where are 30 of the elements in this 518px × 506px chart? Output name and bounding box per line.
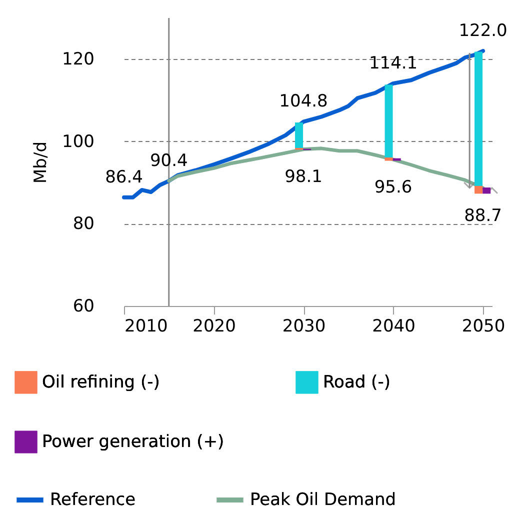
x-tick-label: 2030 (282, 316, 326, 336)
data-label: 104.8 (279, 92, 328, 112)
x-tick-label: 2050 (462, 316, 506, 336)
y-tick-label: 120 (62, 50, 94, 70)
bar (384, 157, 393, 161)
legend-label: Reference (50, 490, 136, 506)
legend-label: Peak Oil Demand (250, 490, 396, 506)
bar (474, 52, 483, 186)
x-tick-label: 2040 (372, 316, 416, 336)
bar (295, 122, 304, 148)
y-axis-title: Mb/d (31, 142, 52, 184)
bar (392, 158, 401, 161)
data-label: 122.0 (458, 20, 508, 41)
x-tick-label: 2010 (124, 316, 168, 336)
data-label: 88.7 (464, 206, 502, 226)
y-tick-label: 80 (72, 214, 94, 234)
data-label: 98.1 (284, 167, 322, 188)
data-label: 114.1 (368, 53, 418, 74)
legend-label: Power generation (+) (42, 432, 224, 452)
bar (482, 188, 491, 194)
bar (474, 186, 483, 194)
bar (384, 84, 393, 158)
y-tick-label: 100 (62, 132, 94, 152)
legend-label: Road (-) (323, 372, 390, 392)
data-label: 90.4 (150, 150, 188, 171)
x-tick-label: 2020 (192, 316, 236, 336)
data-label: 95.6 (374, 178, 412, 198)
data-label: 86.4 (105, 167, 143, 188)
legend-label: Oil refining (-) (42, 372, 160, 392)
y-tick-label: 60 (72, 296, 94, 316)
